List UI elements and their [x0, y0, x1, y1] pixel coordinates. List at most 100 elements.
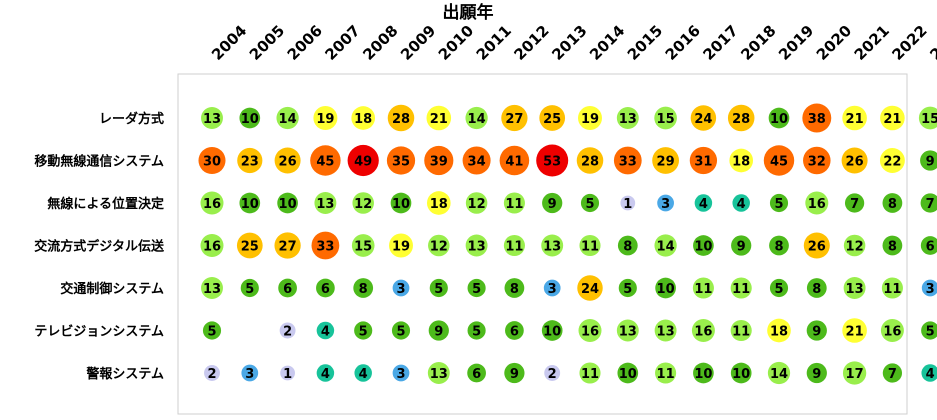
bubble [503, 192, 525, 214]
bubble-value-label: 45 [316, 155, 334, 170]
year-label: 2023 [926, 22, 937, 64]
year-label: 2004 [208, 22, 250, 64]
year-label: 2012 [511, 22, 553, 64]
bubble-value-label: 10 [770, 112, 788, 127]
bubble-value-label: 31 [694, 155, 712, 170]
bubble-value-label: 21 [430, 112, 448, 127]
bubble [694, 194, 713, 212]
bubble [274, 147, 301, 174]
bubble-value-label: 3 [396, 282, 405, 297]
bubble-value-label: 19 [581, 112, 599, 127]
bubble-value-label: 13 [316, 197, 334, 212]
bubble-value-label: 32 [808, 155, 826, 170]
bubble [467, 278, 486, 298]
bubble-value-label: 10 [279, 197, 297, 212]
year-label: 2013 [548, 22, 590, 64]
bubble-value-label: 8 [812, 282, 821, 297]
bubble [314, 192, 337, 214]
bubble [465, 106, 488, 130]
bubble [805, 191, 829, 215]
bubble-value-label: 7 [888, 367, 897, 382]
bubble-value-label: 28 [581, 155, 599, 170]
bubble-value-label: 16 [883, 325, 901, 340]
bubble-value-label: 1 [623, 197, 632, 212]
year-label: 2011 [473, 22, 515, 64]
bubble-value-label: 53 [543, 155, 561, 170]
bubble-value-label: 16 [203, 197, 221, 212]
bubble [429, 278, 448, 298]
bubble-value-label: 10 [619, 367, 637, 382]
bubble [389, 233, 413, 258]
bubble [654, 319, 677, 342]
bubble-value-label: 24 [694, 112, 712, 127]
year-label: 2009 [397, 22, 439, 64]
bubble [769, 278, 789, 298]
bubble [279, 322, 296, 339]
row-label: 移動無線通信システム [34, 154, 164, 170]
bubble [731, 235, 752, 256]
bubble-value-label: 38 [808, 112, 826, 127]
bubble [918, 106, 937, 130]
bubble [882, 235, 903, 256]
bubble-value-label: 3 [245, 367, 254, 382]
bubble [427, 362, 450, 384]
bubble-value-label: 19 [392, 240, 410, 255]
year-label: 2015 [624, 22, 666, 64]
bubble [504, 362, 525, 384]
bubble-value-label: 3 [548, 282, 557, 297]
bubble [236, 232, 263, 259]
bubble-value-label: 5 [396, 325, 405, 340]
bubble [542, 192, 563, 214]
bubble-value-label: 45 [770, 155, 788, 170]
bubble-value-label: 33 [316, 240, 334, 255]
bubble-value-label: 6 [321, 282, 330, 297]
bubble [843, 234, 866, 257]
bubble-value-label: 3 [926, 282, 935, 297]
bubble [616, 319, 639, 342]
bubble [803, 232, 830, 259]
year-axis: 2004200520062007200820092010201120122013… [208, 22, 937, 64]
bubble-value-label: 16 [203, 240, 221, 255]
bubble [654, 106, 677, 130]
bubble-value-label: 13 [430, 367, 448, 382]
bubble [769, 235, 789, 256]
year-label: 2019 [775, 22, 817, 64]
bubble [316, 278, 335, 298]
bubble-value-label: 9 [510, 367, 519, 382]
bubble-value-label: 2 [283, 325, 292, 340]
bubble [541, 320, 563, 341]
bubble [311, 231, 340, 260]
bubble-value-label: 27 [505, 112, 523, 127]
bubble-value-label: 11 [883, 282, 901, 297]
bubble [354, 364, 372, 382]
bubble [428, 234, 450, 257]
row-label: 無線による位置決定 [47, 196, 164, 212]
bubble [579, 362, 601, 384]
year-label: 2022 [889, 22, 931, 64]
bubble [202, 321, 222, 340]
bubble-value-label: 9 [812, 367, 821, 382]
bubble [920, 150, 937, 171]
bubble-value-label: 17 [846, 367, 864, 382]
bubble-value-label: 10 [241, 197, 259, 212]
bubble [198, 146, 226, 175]
category-axis: レーダ方式移動無線通信システム無線による位置決定交流方式デジタル伝送交通制御シス… [34, 111, 165, 382]
bubble-value-label: 10 [543, 325, 561, 340]
bubble-value-label: 29 [657, 155, 675, 170]
bubble [652, 147, 679, 174]
bubble-value-label: 16 [581, 325, 599, 340]
bubble [392, 364, 410, 382]
row-label: 警報システム [86, 366, 164, 382]
bubble [578, 106, 602, 130]
bubble-value-label: 8 [510, 282, 519, 297]
bubble-value-label: 21 [846, 112, 864, 127]
bubble [237, 147, 263, 174]
year-label: 2010 [435, 22, 477, 64]
bubble [879, 148, 905, 173]
bubble-value-label: 13 [846, 282, 864, 297]
bubble [347, 144, 379, 177]
bubble [239, 107, 261, 129]
bubble [620, 195, 636, 211]
bubble-value-label: 5 [207, 325, 216, 340]
